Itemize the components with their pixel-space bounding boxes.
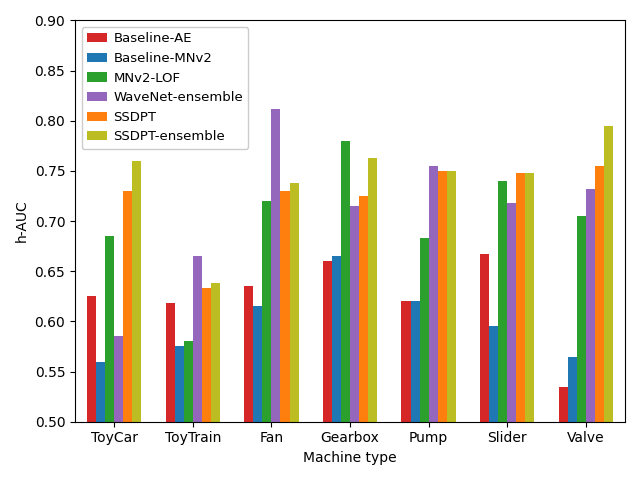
Bar — [368, 158, 377, 480]
Bar — [132, 161, 141, 480]
Bar — [184, 341, 193, 480]
Bar — [211, 283, 220, 480]
Bar — [244, 286, 253, 480]
Bar — [447, 171, 456, 480]
Legend: Baseline-AE, Baseline-MNv2, MNv2-LOF, WaveNet-ensemble, SSDPT, SSDPT-ensemble: Baseline-AE, Baseline-MNv2, MNv2-LOF, Wa… — [82, 27, 248, 149]
Bar — [175, 347, 184, 480]
Bar — [604, 126, 613, 480]
Bar — [332, 256, 341, 480]
Bar — [410, 301, 420, 480]
Bar — [516, 173, 525, 480]
Bar — [271, 109, 280, 480]
Bar — [202, 288, 211, 480]
Bar — [96, 361, 105, 480]
Bar — [124, 191, 132, 480]
Bar — [87, 296, 96, 480]
Bar — [568, 357, 577, 480]
Bar — [401, 301, 410, 480]
Bar — [420, 238, 429, 480]
Bar — [559, 386, 568, 480]
Bar — [438, 171, 447, 480]
Bar — [262, 201, 271, 480]
Bar — [193, 256, 202, 480]
Bar — [115, 336, 124, 480]
Bar — [586, 189, 595, 480]
X-axis label: Machine type: Machine type — [303, 451, 397, 465]
Bar — [489, 326, 498, 480]
Bar — [253, 306, 262, 480]
Bar — [507, 203, 516, 480]
Y-axis label: h-AUC: h-AUC — [15, 200, 29, 242]
Bar — [525, 173, 534, 480]
Bar — [498, 181, 507, 480]
Bar — [280, 191, 289, 480]
Bar — [350, 206, 359, 480]
Bar — [429, 166, 438, 480]
Bar — [105, 236, 115, 480]
Bar — [577, 216, 586, 480]
Bar — [341, 141, 350, 480]
Bar — [323, 261, 332, 480]
Bar — [595, 166, 604, 480]
Bar — [289, 183, 298, 480]
Bar — [359, 196, 368, 480]
Bar — [166, 303, 175, 480]
Bar — [480, 254, 489, 480]
